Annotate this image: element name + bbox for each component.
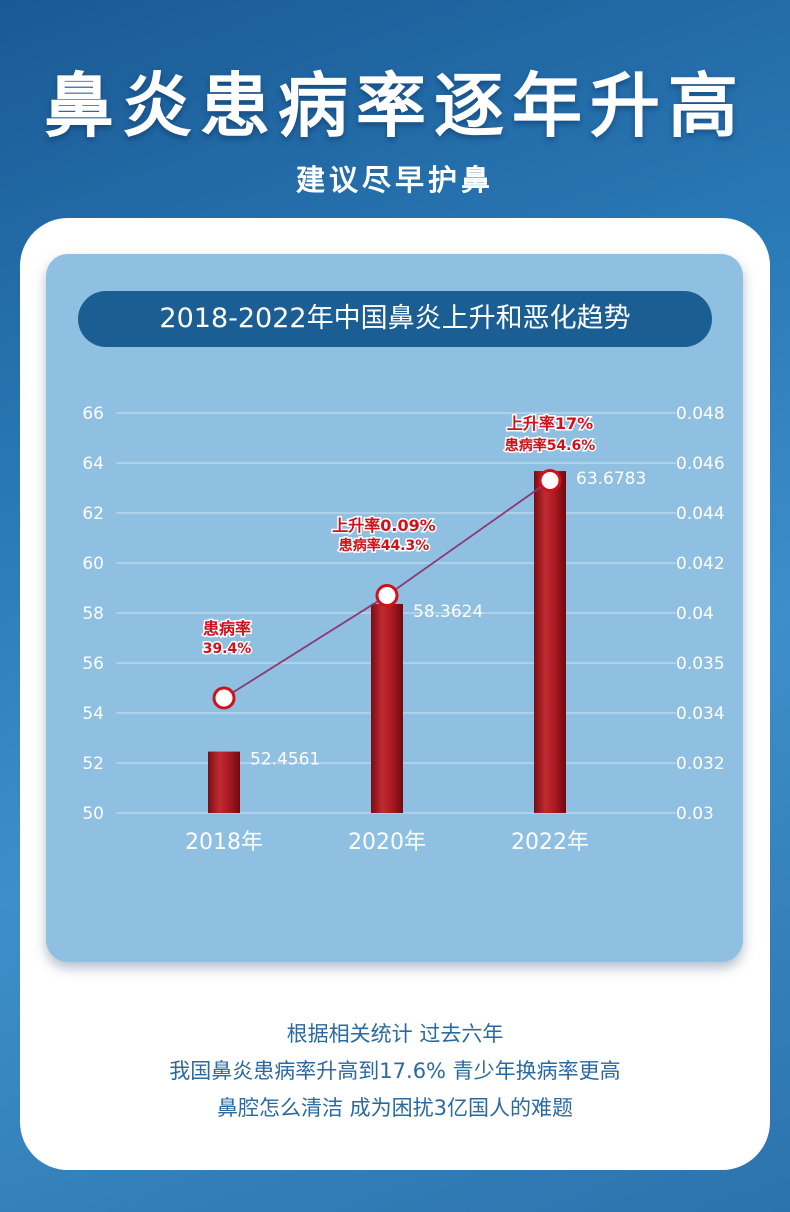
y2-tick-label: 0.032	[676, 754, 725, 774]
annotation-line-1: 上升率17%	[507, 414, 593, 433]
y2-tick-label: 0.044	[676, 504, 725, 524]
y-tick-label: 52	[82, 754, 104, 774]
chart-panel: 2018-2022年中国鼻炎上升和恶化趋势 50 0.03 52 0.032 54 0.0…	[46, 254, 743, 962]
page-title: 鼻炎患病率逐年升高	[44, 65, 746, 147]
bar	[208, 751, 240, 813]
content-card: 2018-2022年中国鼻炎上升和恶化趋势 50 0.03 52 0.032 54 0.0…	[20, 218, 770, 1170]
y2-tick-label: 0.042	[676, 554, 725, 574]
bar	[371, 603, 403, 813]
annotation-line-2: 39.4%	[203, 641, 252, 657]
annotation-line-1: 患病率	[203, 619, 251, 638]
chart-svg: 50 0.03 52 0.032 54 0.034 56 0.035 58 0.04 60 0.042…	[82, 404, 725, 855]
y-tick-label: 50	[82, 804, 104, 824]
annotation-line-2: 患病率54.6%	[505, 437, 596, 454]
x-tick-label: 2018年	[185, 830, 263, 855]
annotation-line-1: 上升率0.09%	[332, 516, 436, 535]
page-subtitle: 建议尽早护鼻	[295, 163, 494, 197]
y2-tick-label: 0.046	[676, 454, 725, 474]
data-label: 63.6783	[576, 469, 646, 489]
y-tick-label: 64	[82, 454, 104, 474]
y-tick-label: 58	[82, 604, 104, 624]
footer-line-3: 鼻腔怎么清洁 成为困扰3亿国人的难题	[216, 1096, 574, 1120]
y-tick-label: 56	[82, 654, 104, 674]
chart-title: 2018-2022年中国鼻炎上升和恶化趋势	[78, 291, 712, 347]
bar	[534, 471, 566, 813]
y2-tick-label: 0.035	[676, 654, 725, 674]
x-tick-label: 2020年	[348, 830, 426, 855]
x-tick-label: 2022年	[511, 830, 589, 855]
y2-tick-label: 0.048	[676, 404, 725, 424]
trend-marker	[538, 469, 562, 492]
y2-tick-label: 0.03	[676, 804, 714, 824]
y2-tick-label: 0.034	[676, 704, 725, 724]
footer-line-1: 根据相关统计 过去六年	[286, 1022, 504, 1046]
footer-line-2: 我国鼻炎患病率升高到17.6% 青少年换病率更高	[169, 1059, 621, 1083]
y2-tick-label: 0.04	[676, 604, 714, 624]
y-tick-label: 54	[82, 704, 104, 724]
trend-marker	[212, 686, 236, 710]
data-label: 58.3624	[413, 602, 483, 622]
trend-marker	[375, 584, 399, 607]
y-tick-label: 62	[82, 504, 104, 524]
y-tick-label: 60	[82, 554, 104, 574]
annotation-line-2: 患病率44.3%	[339, 537, 430, 554]
data-label: 52.4561	[250, 750, 320, 770]
y-tick-label: 66	[82, 404, 104, 424]
